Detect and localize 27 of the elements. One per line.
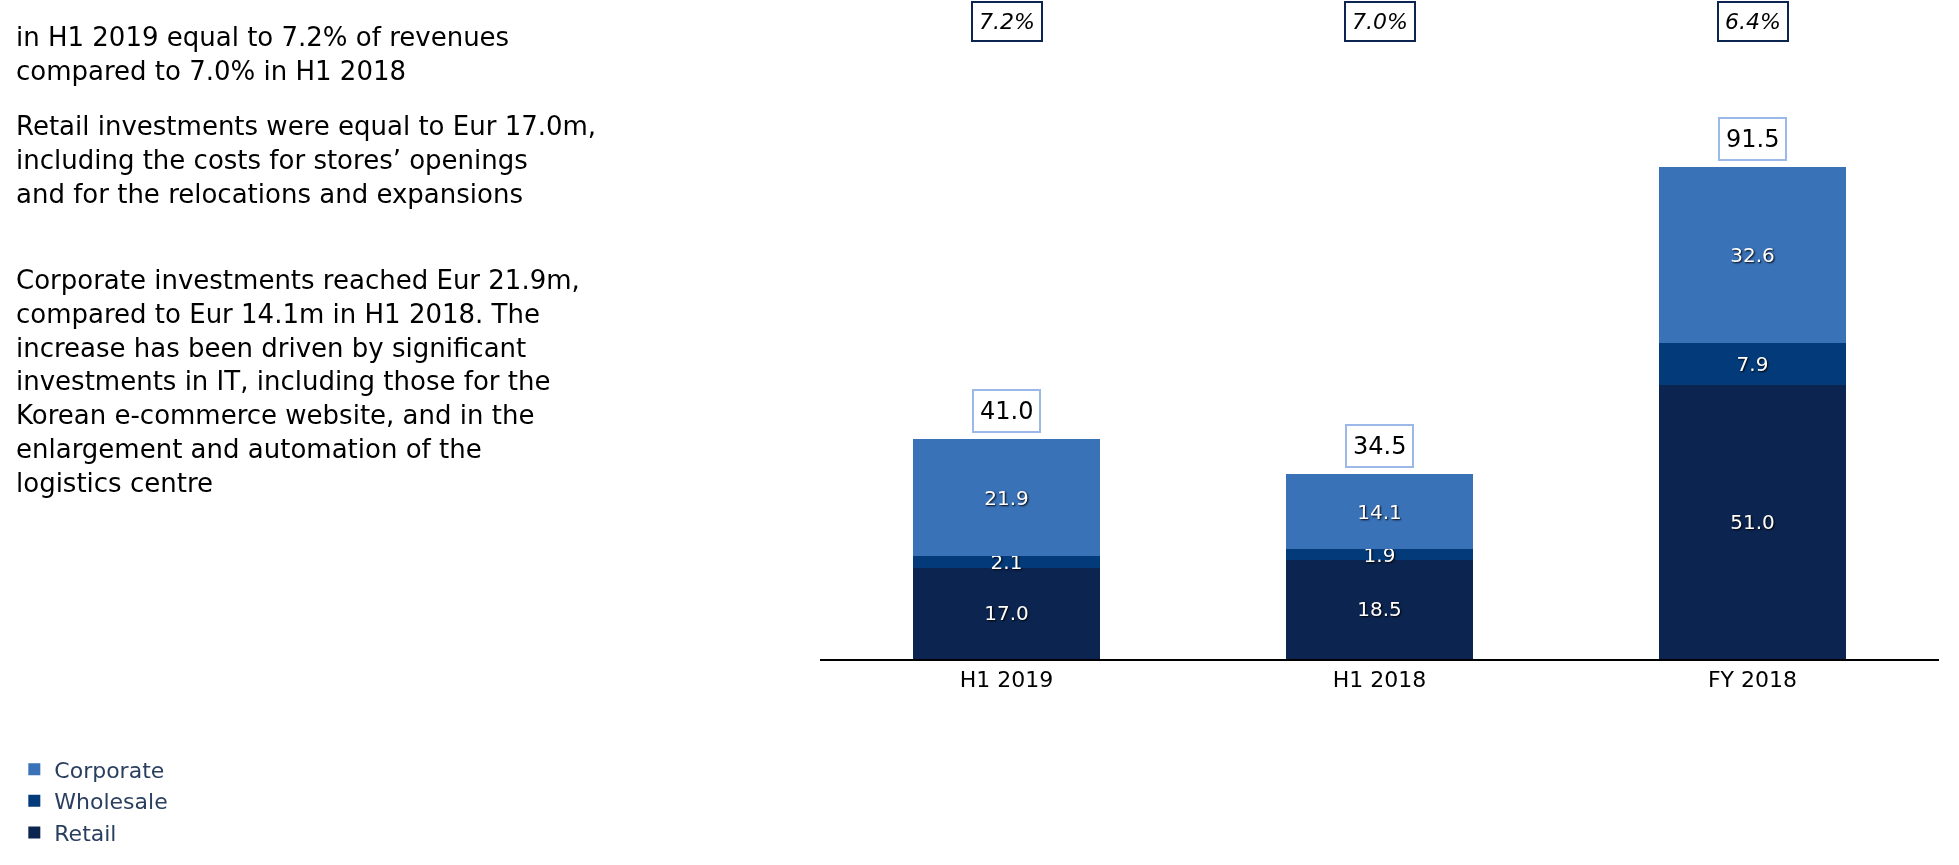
legend-label: Corporate [54, 757, 165, 783]
bar [913, 438, 1100, 557]
bar [1659, 342, 1846, 386]
x-tick-label: H1 2018 [1332, 667, 1427, 693]
text: Retail investments were equal to Eur 17.0m, including the costs for stores’ openings and for the relocations and expansions [16, 111, 597, 209]
data-label: 32.6 [1730, 243, 1775, 268]
x-tick-label: H1 2019 [959, 667, 1054, 693]
data-label: 18.5 [1357, 597, 1402, 622]
legend-label: Wholesale [54, 789, 168, 815]
text: Corporate investments reached Eur 21.9m, compared to Eur 14.1m in H1 2018. The increase has been driven by significant investments in IT, including those for the Korean e-commerce website, and in the enlargement and automation of the logistics centre [16, 265, 580, 498]
x-tick-label: FY 2018 [1707, 667, 1798, 693]
text: in H1 2019 equal to 7.2% of revenues compared to 7.0% in H1 2018 [16, 22, 510, 86]
data-label: 51.0 [1730, 510, 1775, 535]
data-label: 17.0 [984, 601, 1029, 626]
total-label: 91.5 [1726, 125, 1780, 153]
data-label: 21.9 [984, 485, 1029, 510]
total-label: 34.5 [1353, 432, 1407, 460]
bar [1659, 385, 1846, 659]
data-label: 14.1 [1357, 499, 1402, 524]
bar [1659, 167, 1846, 343]
data-label: 7.9 [1736, 351, 1769, 376]
total-label: 41.0 [980, 397, 1034, 425]
bar [1286, 473, 1473, 550]
text: 7.0% [1352, 9, 1408, 34]
legend-label: Retail [54, 821, 117, 847]
text: 6.4% [1725, 9, 1781, 34]
text: 7.2% [979, 9, 1035, 34]
